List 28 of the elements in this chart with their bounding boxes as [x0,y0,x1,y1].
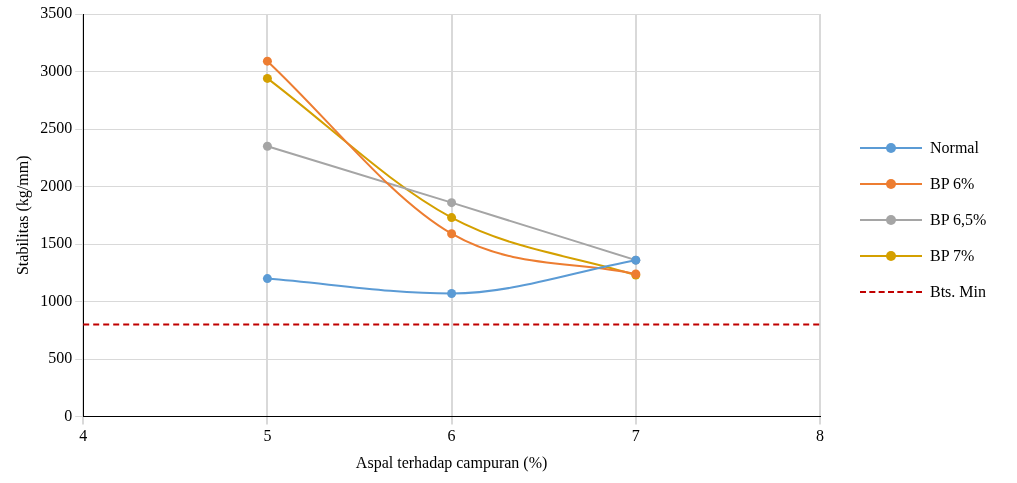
point [447,213,457,223]
x-tick-label: 8 [816,427,824,445]
point [447,229,457,239]
y-tick-label: 2000 [40,176,73,194]
y-tick-label: 1000 [40,291,73,309]
legend-label: BP 6,5% [930,211,987,229]
x-axis-title: Aspal terhadap campuran (%) [355,453,548,472]
x-tick-label: 4 [79,427,88,445]
y-axis-title: Stabilitas (kg/mm) [13,155,32,276]
legend-label: BP 6% [930,175,975,193]
y-tick-label: 3500 [40,4,73,22]
x-tick-label: 7 [631,427,640,445]
y-tick-label: 500 [48,349,73,367]
x-tick-label: 6 [447,427,456,445]
legend-label: Bts. Min [930,283,987,301]
point [262,73,272,83]
y-tick-label: 2500 [40,119,73,137]
point [262,56,272,66]
legend-label: BP 7% [930,247,975,265]
legend-label: Normal [930,139,979,157]
y-tick-label: 0 [64,406,73,424]
x-tick-label: 5 [263,427,272,445]
y-tick-label: 3000 [40,61,73,79]
point [447,289,457,299]
point [447,198,457,208]
point [262,141,272,151]
point [262,274,272,284]
y-tick-label: 1500 [40,234,73,252]
